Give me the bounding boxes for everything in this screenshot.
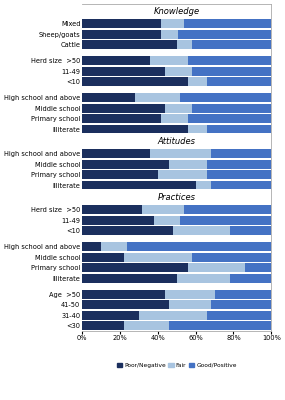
Bar xyxy=(82,311,139,320)
Bar xyxy=(211,300,271,309)
Bar xyxy=(192,104,271,113)
Bar xyxy=(82,77,188,86)
Bar xyxy=(158,170,207,179)
Bar xyxy=(178,30,271,39)
Bar xyxy=(188,124,207,134)
Bar xyxy=(101,242,127,251)
Bar xyxy=(180,216,271,225)
Bar xyxy=(82,30,161,39)
Bar xyxy=(82,150,150,158)
Bar xyxy=(192,67,271,76)
Bar xyxy=(82,242,101,251)
Bar xyxy=(82,274,177,282)
Bar xyxy=(230,226,271,235)
Bar xyxy=(127,242,271,251)
Bar xyxy=(123,321,169,330)
Bar xyxy=(215,290,271,299)
Bar xyxy=(142,206,184,214)
Bar xyxy=(82,321,123,330)
Bar xyxy=(154,216,180,225)
Bar xyxy=(169,321,271,330)
Bar xyxy=(82,114,161,123)
Bar xyxy=(188,114,271,123)
Bar xyxy=(230,274,271,282)
Bar xyxy=(207,170,271,179)
Bar xyxy=(165,67,192,76)
Bar xyxy=(82,226,173,235)
Bar xyxy=(82,216,154,225)
Bar xyxy=(82,93,135,102)
Bar xyxy=(82,124,188,134)
Bar xyxy=(211,181,271,190)
Legend: Poor/Negative, Fair, Good/Positive: Poor/Negative, Fair, Good/Positive xyxy=(114,360,239,370)
Bar xyxy=(82,290,165,299)
Bar xyxy=(150,56,188,65)
Bar xyxy=(169,160,207,169)
Bar xyxy=(82,56,150,65)
Bar xyxy=(192,253,271,262)
Bar xyxy=(173,226,230,235)
Bar xyxy=(207,160,271,169)
Bar xyxy=(82,253,123,262)
Bar xyxy=(82,300,169,309)
Bar xyxy=(123,253,192,262)
Bar xyxy=(161,30,178,39)
Bar xyxy=(135,93,180,102)
Bar xyxy=(184,206,271,214)
Text: Knowledge: Knowledge xyxy=(154,7,200,16)
Bar xyxy=(161,114,188,123)
Text: Practices: Practices xyxy=(158,193,196,202)
Bar xyxy=(169,300,211,309)
Bar xyxy=(211,150,271,158)
Bar xyxy=(82,67,165,76)
Bar xyxy=(207,311,271,320)
Bar xyxy=(82,104,165,113)
Bar xyxy=(184,19,271,28)
Bar xyxy=(161,19,184,28)
Bar xyxy=(165,290,215,299)
Bar xyxy=(180,93,271,102)
Bar xyxy=(82,160,169,169)
Bar xyxy=(177,274,230,282)
Bar xyxy=(245,263,271,272)
Bar xyxy=(82,181,196,190)
Bar xyxy=(192,40,271,49)
Bar xyxy=(139,311,207,320)
Bar xyxy=(207,77,271,86)
Bar xyxy=(188,56,271,65)
Bar xyxy=(196,181,211,190)
Bar xyxy=(207,124,271,134)
Bar xyxy=(82,263,188,272)
Bar xyxy=(82,170,158,179)
Bar xyxy=(165,104,192,113)
Text: Attitudes: Attitudes xyxy=(158,137,196,146)
Bar xyxy=(177,40,192,49)
Bar xyxy=(82,40,177,49)
Bar xyxy=(150,150,211,158)
Bar xyxy=(188,263,245,272)
Bar xyxy=(82,206,142,214)
Bar xyxy=(82,19,161,28)
Bar xyxy=(188,77,207,86)
